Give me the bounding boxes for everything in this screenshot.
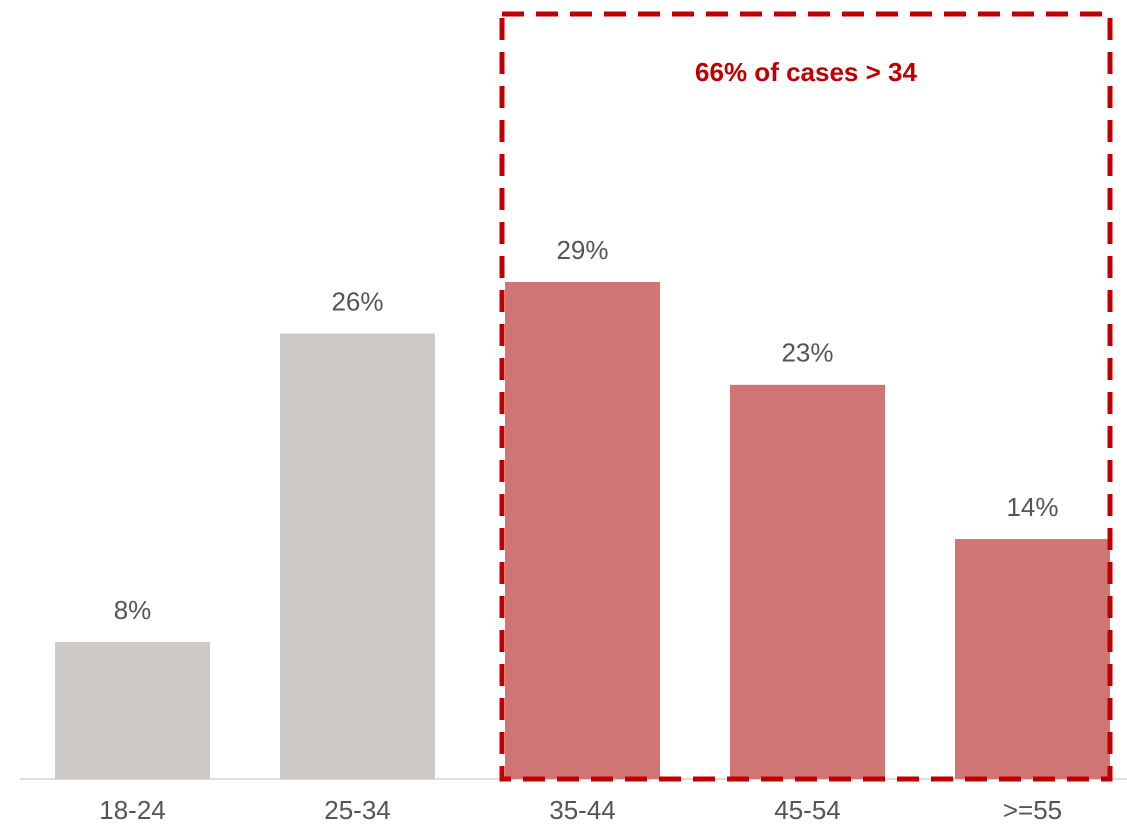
value-label: 26% <box>331 286 383 316</box>
highlight-box <box>499 11 1113 782</box>
bars <box>55 282 1110 779</box>
bar <box>505 282 660 779</box>
value-label: 8% <box>114 595 152 625</box>
value-label: 29% <box>556 235 608 265</box>
value-label: 14% <box>1006 492 1058 522</box>
bar <box>280 333 435 779</box>
x-tick-label: 25-34 <box>324 795 391 825</box>
annotation: 66% of cases > 34 <box>695 57 917 87</box>
bar <box>955 539 1110 779</box>
bar <box>730 384 885 779</box>
value-label: 23% <box>781 338 833 368</box>
x-tick-label: 45-54 <box>774 795 841 825</box>
x-tick-label: 35-44 <box>549 795 616 825</box>
x-tick-label: 18-24 <box>99 795 166 825</box>
bar <box>55 641 210 779</box>
x-tick-label: >=55 <box>1003 795 1062 825</box>
